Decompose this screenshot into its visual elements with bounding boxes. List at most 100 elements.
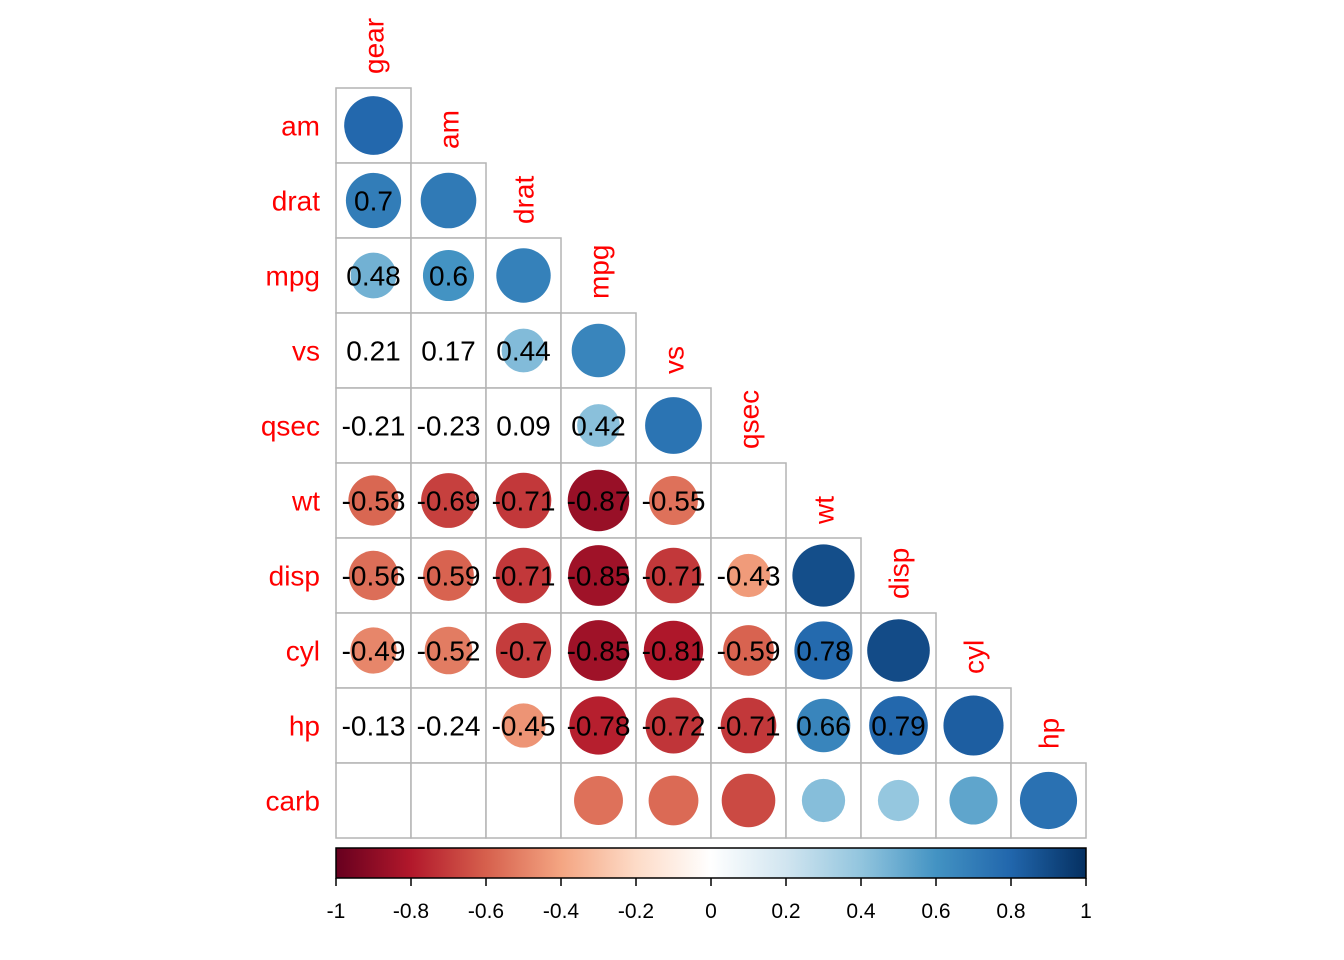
correlation-circle [721,773,776,828]
correlation-circle [949,776,998,825]
colorbar-tick-label: 0.4 [846,900,876,923]
correlation-circle [350,627,397,674]
correlation-circle [567,469,630,532]
correlation-circle [645,397,702,454]
matrix-cell [335,687,412,764]
column-label: cyl [959,640,990,674]
correlation-value-label: 0.17 [421,336,476,367]
matrix-cell [410,387,487,464]
correlation-circle [643,620,704,681]
correlation-circle [649,476,698,525]
colorbar-tick-label: 0.2 [771,900,800,923]
correlation-value-label: -0.52 [417,636,481,667]
correlation-circle [792,544,855,607]
correlation-value-label: -0.21 [342,411,406,442]
correlation-value-label: -0.71 [492,486,556,517]
correlation-value-label: -0.85 [567,636,631,667]
column-label: drat [509,176,540,224]
correlation-value-label: 0.6 [429,261,468,292]
correlation-value-label: 0.21 [346,336,401,367]
correlation-value-label: -0.81 [642,636,706,667]
matrix-cell [485,762,562,839]
colorbar-tick-label: -1 [327,900,346,923]
correlation-circle [574,776,623,825]
column-label: mpg [584,245,615,299]
row-label: hp [289,711,320,742]
correlation-circle [423,550,474,601]
correlation-value-label: 0.78 [796,636,851,667]
row-label: disp [269,561,320,592]
row-label: mpg [266,261,320,292]
correlation-circle [794,621,853,680]
correlation-value-label: -0.23 [417,411,481,442]
correlation-circle [495,622,552,679]
correlation-circle [348,550,399,601]
correlation-value-label: 0.66 [796,711,851,742]
row-label: am [281,111,320,142]
matrix-cell [335,762,412,839]
correlation-circle [571,323,626,378]
correlation-value-label: -0.71 [492,561,556,592]
correlation-value-label: -0.24 [417,711,481,742]
colorbar-tick-label: -0.8 [393,900,429,923]
correlation-circle [495,472,552,529]
correlation-value-label: -0.71 [717,711,781,742]
correlation-circle [726,553,771,598]
correlation-value-label: 0.79 [871,711,926,742]
correlation-circle [645,547,702,604]
correlation-circle [420,172,477,229]
correlation-circle [577,404,620,447]
colorbar-tick-label: -0.4 [543,900,580,923]
correlation-circle [568,620,629,681]
correlation-circle [801,778,846,823]
correlation-circle [495,547,552,604]
correlation-circle [345,172,402,229]
column-label: disp [884,548,915,599]
colorbar-tick-label: 0.8 [996,900,1025,923]
matrix-cell [410,312,487,389]
correlation-circle [348,475,399,526]
correlation-circle [568,545,629,606]
correlation-value-label: -0.71 [642,561,706,592]
correlation-circle [645,697,702,754]
correlation-value-label: -0.78 [567,711,631,742]
correlation-value-label: -0.55 [642,486,706,517]
correlation-value-label: 0.44 [496,336,551,367]
column-label: wt [809,496,840,525]
colorbar-tick-label: 1 [1080,900,1092,923]
correlation-value-label: -0.87 [567,486,631,517]
correlation-circle [943,695,1004,756]
correlation-circle [723,625,774,676]
correlation-value-label: -0.85 [567,561,631,592]
correlation-circle [648,775,699,826]
matrix-cell [710,462,787,539]
correlation-value-label: -0.69 [417,486,481,517]
column-label: hp [1034,718,1065,749]
matrix-cell [560,387,637,464]
row-label: vs [292,336,320,367]
correlation-value-label: -0.59 [717,636,781,667]
colorbar-tick-label: -0.2 [618,900,654,923]
correlation-value-label: -0.45 [492,711,556,742]
correlation-value-label: -0.72 [642,711,706,742]
column-label: vs [659,346,690,374]
matrix-cell [410,762,487,839]
correlation-value-label: 0.09 [496,411,551,442]
correlation-value-label: -0.7 [499,636,547,667]
correlation-circle [501,703,546,748]
correlation-value-label: 0.48 [346,261,401,292]
correlation-circle [877,779,920,822]
row-label: carb [266,786,320,817]
column-label: gear [359,18,390,74]
correlation-value-label: -0.13 [342,711,406,742]
correlation-circle [869,696,928,755]
row-label: cyl [286,636,320,667]
matrix-cell [410,687,487,764]
correlation-circle [496,248,551,303]
correlation-value-label: 0.7 [354,186,393,217]
colorbar [335,847,1087,879]
row-label: qsec [261,411,320,442]
correlation-circle [421,473,476,528]
correlation-circle [720,697,777,754]
column-label: am [434,110,465,149]
